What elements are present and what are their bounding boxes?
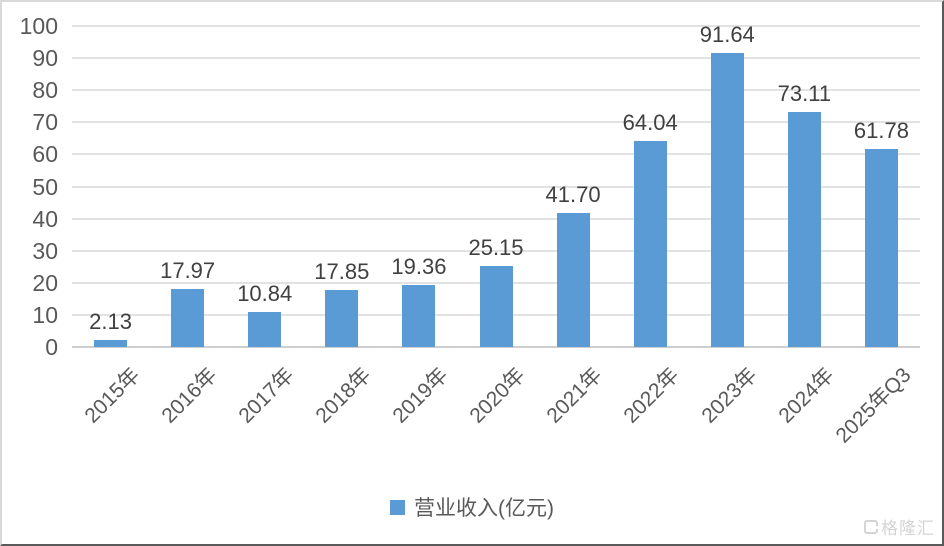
bar (171, 289, 205, 347)
y-axis-tick-label: 80 (32, 77, 58, 104)
bar (325, 290, 359, 347)
y-axis-tick-label: 10 (32, 301, 58, 328)
x-axis-tick-label: 2022年 (619, 363, 684, 428)
x-axis-tick-label: 2025年Q3 (831, 363, 916, 448)
legend: 营业收入(亿元) (2, 492, 942, 522)
gridline (72, 217, 920, 220)
legend-label: 营业收入(亿元) (414, 497, 554, 520)
watermark-text: 格隆汇 (881, 519, 935, 538)
bar (94, 340, 128, 347)
bar (556, 213, 590, 347)
y-axis-tick-label: 100 (19, 13, 58, 39)
y-axis-tick-label: 40 (32, 205, 58, 232)
gridline (72, 25, 920, 27)
y-axis-tick-label: 50 (32, 173, 58, 200)
bar-value-label: 17.85 (314, 259, 370, 284)
bar-value-label: 64.04 (622, 110, 678, 135)
x-axis-tick-label: 2016年 (157, 363, 222, 428)
bar-value-label: 17.97 (160, 258, 216, 283)
y-axis-tick-label: 20 (32, 269, 58, 296)
y-axis-tick-label: 70 (32, 109, 58, 136)
bar-value-label: 73.11 (777, 81, 832, 106)
x-axis-line (72, 346, 920, 348)
bar (402, 285, 436, 347)
bar (864, 149, 898, 347)
gridline (72, 57, 920, 60)
y-axis-tick-label: 0 (45, 334, 58, 360)
x-axis-tick-label: 2018年 (311, 363, 376, 428)
gelonghui-watermark: 格隆汇 (864, 514, 935, 539)
bar-value-label: 25.15 (468, 235, 524, 260)
x-axis-tick-label: 2021年 (542, 363, 607, 428)
plot-area: 2.13 17.97 10.84 17.85 19.36 25.15 41.70 64.04 9… (72, 22, 920, 348)
gridline (72, 121, 920, 124)
gridline (72, 153, 920, 156)
x-axis-tick-label: 2023年 (696, 363, 762, 428)
bar (710, 53, 744, 347)
bar-value-label: 10.84 (237, 281, 293, 306)
bar (787, 112, 821, 347)
gridline (72, 249, 920, 252)
x-axis-tick-label: 2015年 (80, 363, 145, 428)
gridline (72, 89, 920, 92)
bar (479, 266, 513, 347)
y-axis-tick-label: 90 (32, 45, 58, 72)
y-axis-tick-label: 30 (32, 237, 58, 264)
bar-value-label: 19.36 (391, 254, 447, 279)
y-axis-tick-label: 60 (32, 141, 58, 168)
x-axis-tick-label: 2017年 (234, 363, 299, 428)
x-axis-tick-label: 2024年 (774, 363, 839, 428)
bar (248, 312, 282, 347)
x-axis-tick-label: 2019年 (388, 363, 453, 428)
gelonghui-logo-icon (864, 519, 878, 534)
legend-swatch-icon (390, 499, 405, 515)
bar-value-label: 2.13 (89, 309, 132, 334)
bar-value-label: 61.78 (853, 118, 909, 143)
bar-value-label: 41.70 (545, 182, 601, 207)
gridline (72, 185, 920, 188)
x-axis-tick-label: 2020年 (465, 363, 530, 428)
bar (633, 141, 667, 347)
bar-value-label: 91.64 (699, 22, 755, 47)
